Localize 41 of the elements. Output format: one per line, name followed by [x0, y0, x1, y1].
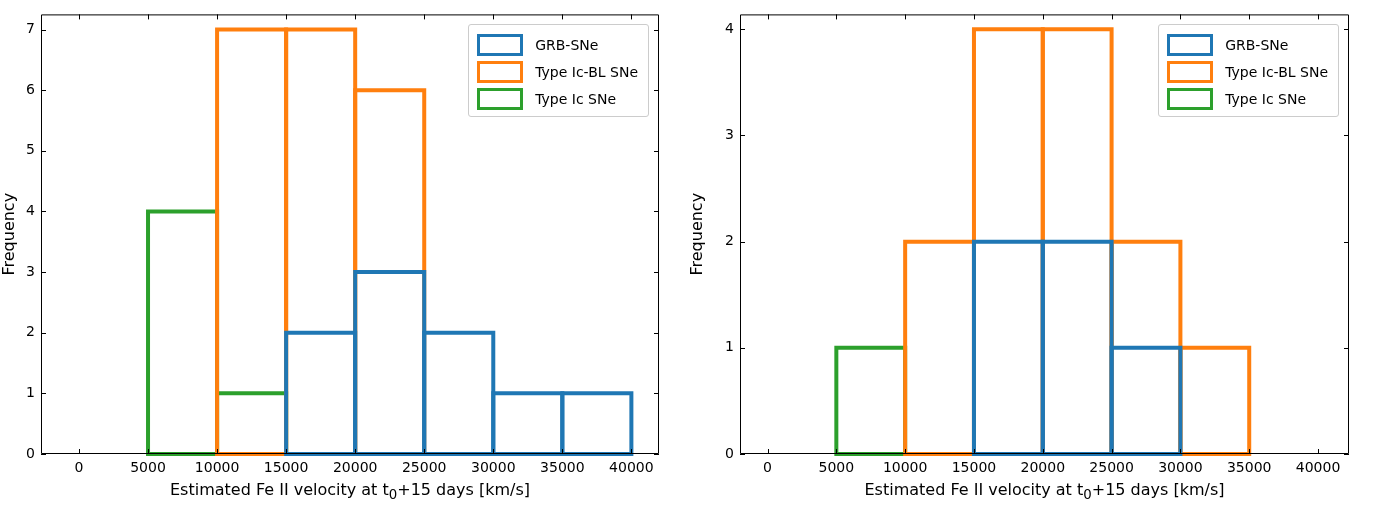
x-tick-label: 10000	[194, 459, 240, 476]
legend-label: Type Ic SNe	[1225, 90, 1307, 107]
x-tick-label: 5000	[818, 459, 855, 476]
x-tick-label: 25000	[1089, 459, 1134, 476]
y-tick-label: 0	[725, 444, 734, 461]
x-tick-label: 20000	[332, 459, 378, 476]
legend-label: Type Ic-BL SNe	[535, 63, 638, 80]
y-tick-label: 2	[26, 323, 35, 340]
y-tick-label: 3	[725, 126, 734, 143]
x-tick-label: 40000	[1295, 459, 1341, 476]
y-tick-label: 4	[26, 202, 36, 219]
x-tick-label: 35000	[1226, 459, 1272, 476]
legend-label: Type Ic-BL SNe	[1225, 63, 1328, 80]
y-tick-label: 5	[26, 141, 35, 158]
y-axis-title: Frequency	[0, 192, 18, 276]
x-tick-label: 35000	[540, 459, 585, 476]
x-tick-label: 15000	[263, 459, 309, 476]
x-axis-title: Estimated Fe II velocity at t$_{0}$+15 days [km/s]	[169, 480, 531, 503]
x-tick-label: 30000	[471, 459, 516, 476]
x-axis-title: Estimated Fe II velocity at t$_{0}$+15 days [km/s]	[863, 480, 1226, 503]
x-tick-label: 30000	[1158, 459, 1203, 476]
legend-label: GRB-SNe	[1225, 36, 1289, 53]
y-tick-label: 6	[26, 80, 36, 97]
x-tick-label: 10000	[882, 459, 928, 476]
x-tick-label: 0	[763, 459, 772, 476]
y-tick-label: 7	[26, 20, 35, 37]
y-tick-label: 3	[26, 262, 35, 279]
y-tick-label: 2	[725, 232, 734, 249]
y-tick-label: 4	[725, 19, 735, 36]
y-tick-label: 1	[725, 338, 734, 355]
x-tick-label: 0	[74, 459, 84, 476]
x-tick-label: 40000	[609, 459, 654, 476]
x-tick-label: 20000	[1020, 459, 1066, 476]
y-tick-label: 0	[26, 444, 35, 461]
y-tick-label: 1	[26, 384, 35, 401]
legend-label: Type Ic SNe	[535, 90, 617, 107]
legend-label: GRB-SNe	[535, 36, 599, 53]
x-tick-label: 25000	[401, 459, 447, 476]
x-tick-label: 15000	[951, 459, 997, 476]
y-axis-title: Frequency	[686, 192, 706, 276]
x-tick-label: 5000	[130, 459, 166, 476]
